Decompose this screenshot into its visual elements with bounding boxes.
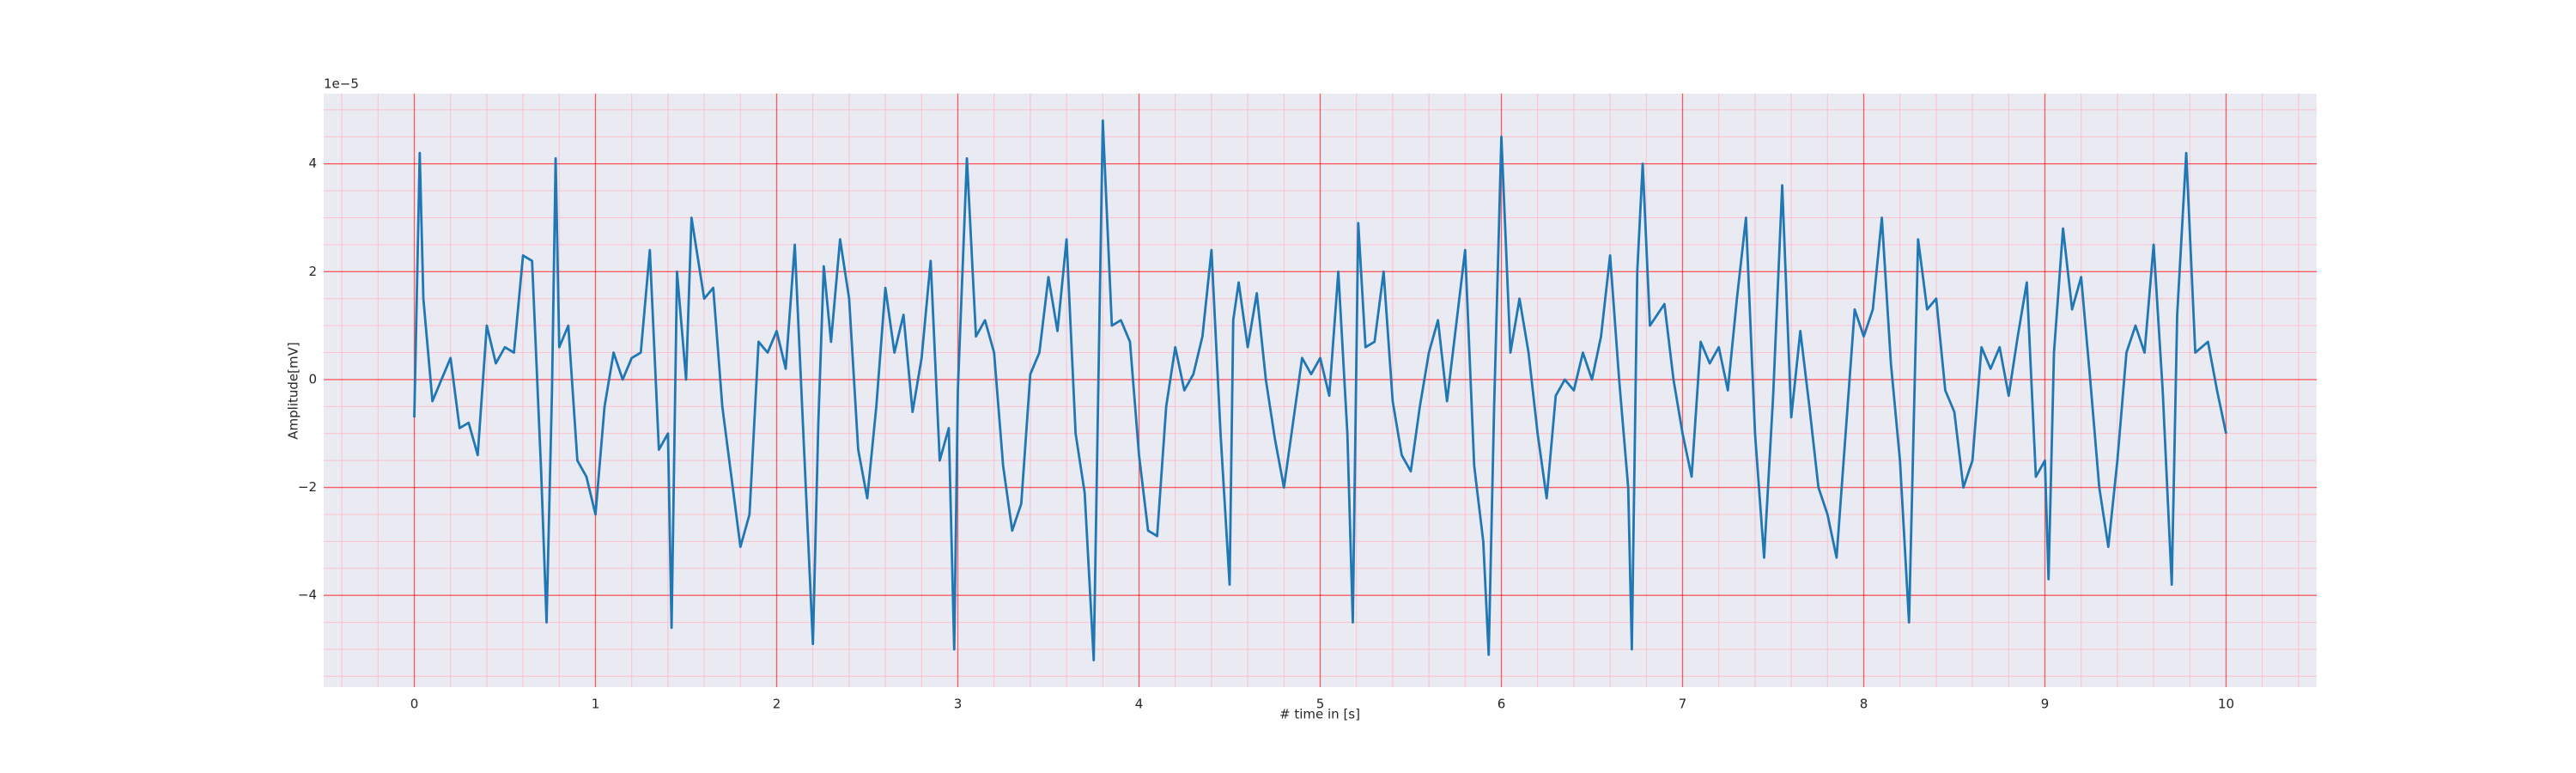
x-tick-label: 3: [954, 697, 963, 712]
x-tick-label: 4: [1135, 697, 1144, 712]
x-tick-label: 2: [773, 697, 781, 712]
x-axis-label: # time in [s]: [1279, 707, 1360, 722]
x-tick-label: 7: [1679, 697, 1687, 712]
x-tick-label: 1: [592, 697, 600, 712]
y-tick-label: −2: [298, 479, 317, 495]
y-tick-label: 2: [308, 264, 317, 279]
x-tick-label: 9: [2041, 697, 2050, 712]
y-tick-label: −4: [298, 587, 317, 603]
x-tick-label: 6: [1498, 697, 1506, 712]
x-tick-label: 0: [410, 697, 419, 712]
y-tick-label: 4: [308, 155, 317, 171]
y-offset-label: 1e−5: [324, 76, 359, 92]
signal-line: [413, 119, 2227, 661]
x-tick-label: 10: [2218, 697, 2234, 712]
y-tick-label: 0: [308, 371, 317, 386]
x-tick-label: 8: [1860, 697, 1868, 712]
y-axis-label: Amplitude[mV]: [286, 342, 301, 439]
x-tick-label: 5: [1316, 697, 1325, 712]
